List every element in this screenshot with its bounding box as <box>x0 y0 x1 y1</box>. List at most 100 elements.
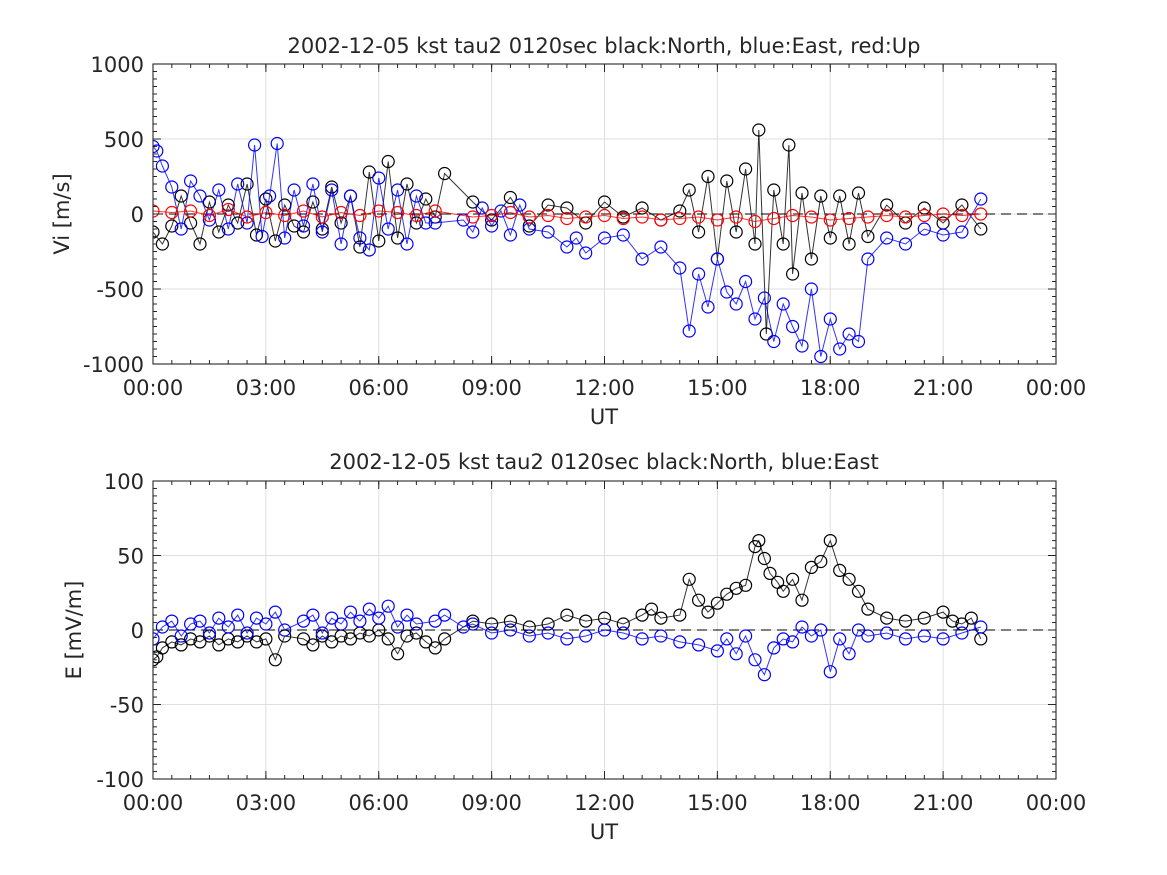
electric-field-east-point <box>221 620 235 634</box>
velocity-east-point <box>503 228 517 242</box>
electric-field-x-tick-label: 18:00 <box>800 791 861 815</box>
electric-field-north-point <box>409 626 423 640</box>
velocity-panel: 2002-12-05 kst tau2 0120sec black:North,… <box>50 34 1086 429</box>
velocity-east-point <box>673 261 687 275</box>
velocity-north-point <box>597 195 612 209</box>
velocity-up-point <box>485 208 499 223</box>
velocity-up-point <box>616 211 630 226</box>
velocity-east-point <box>560 240 574 254</box>
velocity-up-point <box>842 211 856 226</box>
velocity-north-point <box>466 195 480 209</box>
electric-field-east-point <box>202 626 216 640</box>
electric-field-east-point <box>936 632 950 646</box>
electric-field-north-point <box>752 533 766 548</box>
velocity-north-point <box>212 225 226 239</box>
electric-field-north-point <box>296 632 311 646</box>
electric-field-north-point <box>763 566 777 581</box>
electric-field-east-point <box>353 614 367 628</box>
electric-field-north-point <box>391 647 405 661</box>
velocity-east-point <box>419 216 433 230</box>
electric-field-north-point <box>202 629 216 643</box>
velocity-east-point <box>748 312 762 326</box>
velocity-east-point <box>456 213 470 227</box>
electric-field-east-point <box>851 623 866 637</box>
velocity-east-point <box>184 174 198 188</box>
velocity-up-point <box>560 211 574 226</box>
velocity-north-point <box>823 231 837 245</box>
electric-field-y-tick-label: 50 <box>117 545 144 569</box>
electric-field-north-point <box>945 614 960 628</box>
electric-field-east-point <box>880 626 894 640</box>
electric-field-east-point <box>898 632 913 646</box>
velocity-y-tick-label: -500 <box>96 278 144 302</box>
electric-field-north-point <box>635 608 649 622</box>
velocity-east-point <box>255 229 269 244</box>
electric-field-north-point <box>814 554 828 569</box>
electric-field-east-point <box>381 599 395 613</box>
velocity-east-point <box>372 171 386 185</box>
electric-field-east-point <box>372 611 386 625</box>
electric-field-east-point <box>362 602 376 616</box>
velocity-east-point <box>720 285 734 299</box>
velocity-up-point <box>917 208 931 223</box>
electric-field-north-point <box>898 614 913 628</box>
velocity-up-point <box>278 208 292 223</box>
velocity-north-point <box>833 189 847 203</box>
velocity-y-axis-label: Vi [m/s] <box>50 173 74 254</box>
velocity-up-point <box>691 210 706 224</box>
velocity-east-point <box>475 201 489 215</box>
electric-field-east-point <box>767 641 781 655</box>
electric-field-north-point <box>691 593 706 607</box>
velocity-north-point <box>325 180 339 194</box>
electric-field-east-point <box>438 608 452 622</box>
velocity-east-point <box>814 349 828 364</box>
electric-field-north-point <box>381 632 395 646</box>
electric-field-north-point <box>184 632 198 646</box>
velocity-y-ticks: -1000 -500 0 500 1000 <box>83 53 1056 377</box>
velocity-north-point <box>720 174 734 188</box>
electric-field-east-point <box>400 608 414 622</box>
velocity-east-point <box>513 198 527 212</box>
velocity-north-point <box>776 237 790 251</box>
electric-field-x-tick-label: 15:00 <box>687 791 748 815</box>
electric-field-north-point <box>343 632 358 646</box>
electric-field-north-point <box>804 560 819 575</box>
velocity-north-point <box>955 198 969 212</box>
velocity-east-point <box>729 297 743 311</box>
electric-field-east-point <box>212 611 226 625</box>
electric-field-x-ticks: 00:00 03:00 06:00 09:00 12:00 15:00 18:00 21:00… <box>123 481 1086 815</box>
electric-field-east-point <box>174 629 188 643</box>
electric-field-series-east <box>153 599 988 682</box>
velocity-up-point <box>823 213 837 227</box>
velocity-east-point <box>701 300 715 314</box>
electric-field-north-point <box>315 629 329 643</box>
velocity-north-point <box>287 219 301 233</box>
electric-field-east-point <box>306 608 320 622</box>
velocity-north-point <box>259 192 273 206</box>
velocity-north-point <box>974 222 988 236</box>
velocity-x-tick-label: 15:00 <box>687 376 748 400</box>
velocity-east-point <box>898 237 913 251</box>
velocity-x-tick-label: 06:00 <box>348 376 409 400</box>
velocity-up-point <box>522 210 536 224</box>
electric-field-north-point <box>842 572 856 586</box>
velocity-east-point <box>287 183 301 197</box>
velocity-up-point <box>635 210 649 224</box>
electric-field-north-point <box>249 635 264 649</box>
electric-field-east-point <box>974 620 988 634</box>
velocity-north-point <box>400 177 414 191</box>
velocity-east-point <box>804 282 819 296</box>
velocity-north-point <box>372 234 386 248</box>
velocity-east-point <box>917 222 931 236</box>
electric-field-y-tick-label: -50 <box>110 694 144 718</box>
electric-field-north-point <box>522 620 536 634</box>
electric-field-east-point <box>814 623 828 637</box>
electric-field-east-point <box>616 626 630 640</box>
electric-field-east-line <box>153 605 981 676</box>
velocity-up-point <box>334 205 348 220</box>
electric-field-north-point <box>400 629 414 643</box>
velocity-x-tick-label: 03:00 <box>236 376 297 400</box>
velocity-north-point <box>419 192 433 206</box>
velocity-up-point <box>153 204 160 218</box>
electric-field-east-point <box>720 632 734 646</box>
